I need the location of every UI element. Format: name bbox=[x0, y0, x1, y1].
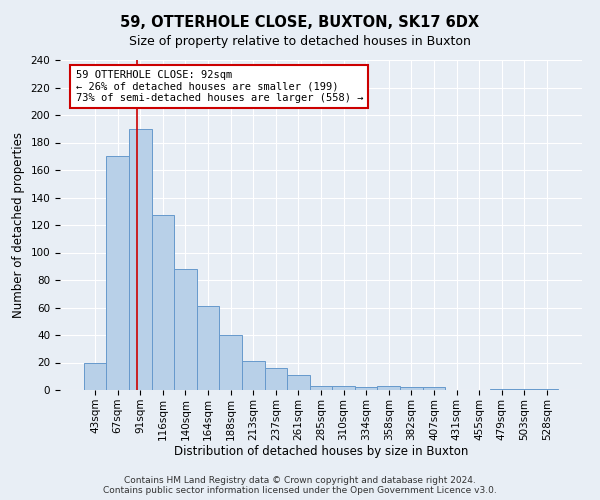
Bar bbox=[310, 386, 332, 390]
Bar bbox=[332, 386, 355, 390]
Bar bbox=[287, 375, 310, 390]
Bar bbox=[152, 216, 174, 390]
Bar bbox=[220, 335, 242, 390]
Text: Contains HM Land Registry data © Crown copyright and database right 2024.
Contai: Contains HM Land Registry data © Crown c… bbox=[103, 476, 497, 495]
Bar bbox=[377, 386, 400, 390]
Bar bbox=[197, 306, 220, 390]
Bar bbox=[422, 387, 445, 390]
Bar bbox=[129, 128, 152, 390]
Bar bbox=[265, 368, 287, 390]
Bar bbox=[242, 361, 265, 390]
Bar bbox=[106, 156, 129, 390]
Bar bbox=[400, 387, 422, 390]
Bar bbox=[174, 269, 197, 390]
Bar bbox=[513, 388, 536, 390]
X-axis label: Distribution of detached houses by size in Buxton: Distribution of detached houses by size … bbox=[174, 446, 468, 458]
Bar bbox=[84, 362, 106, 390]
Text: 59, OTTERHOLE CLOSE, BUXTON, SK17 6DX: 59, OTTERHOLE CLOSE, BUXTON, SK17 6DX bbox=[121, 15, 479, 30]
Bar bbox=[355, 387, 377, 390]
Text: 59 OTTERHOLE CLOSE: 92sqm
← 26% of detached houses are smaller (199)
73% of semi: 59 OTTERHOLE CLOSE: 92sqm ← 26% of detac… bbox=[76, 70, 363, 103]
Bar bbox=[536, 388, 558, 390]
Text: Size of property relative to detached houses in Buxton: Size of property relative to detached ho… bbox=[129, 35, 471, 48]
Bar bbox=[490, 388, 513, 390]
Y-axis label: Number of detached properties: Number of detached properties bbox=[12, 132, 25, 318]
